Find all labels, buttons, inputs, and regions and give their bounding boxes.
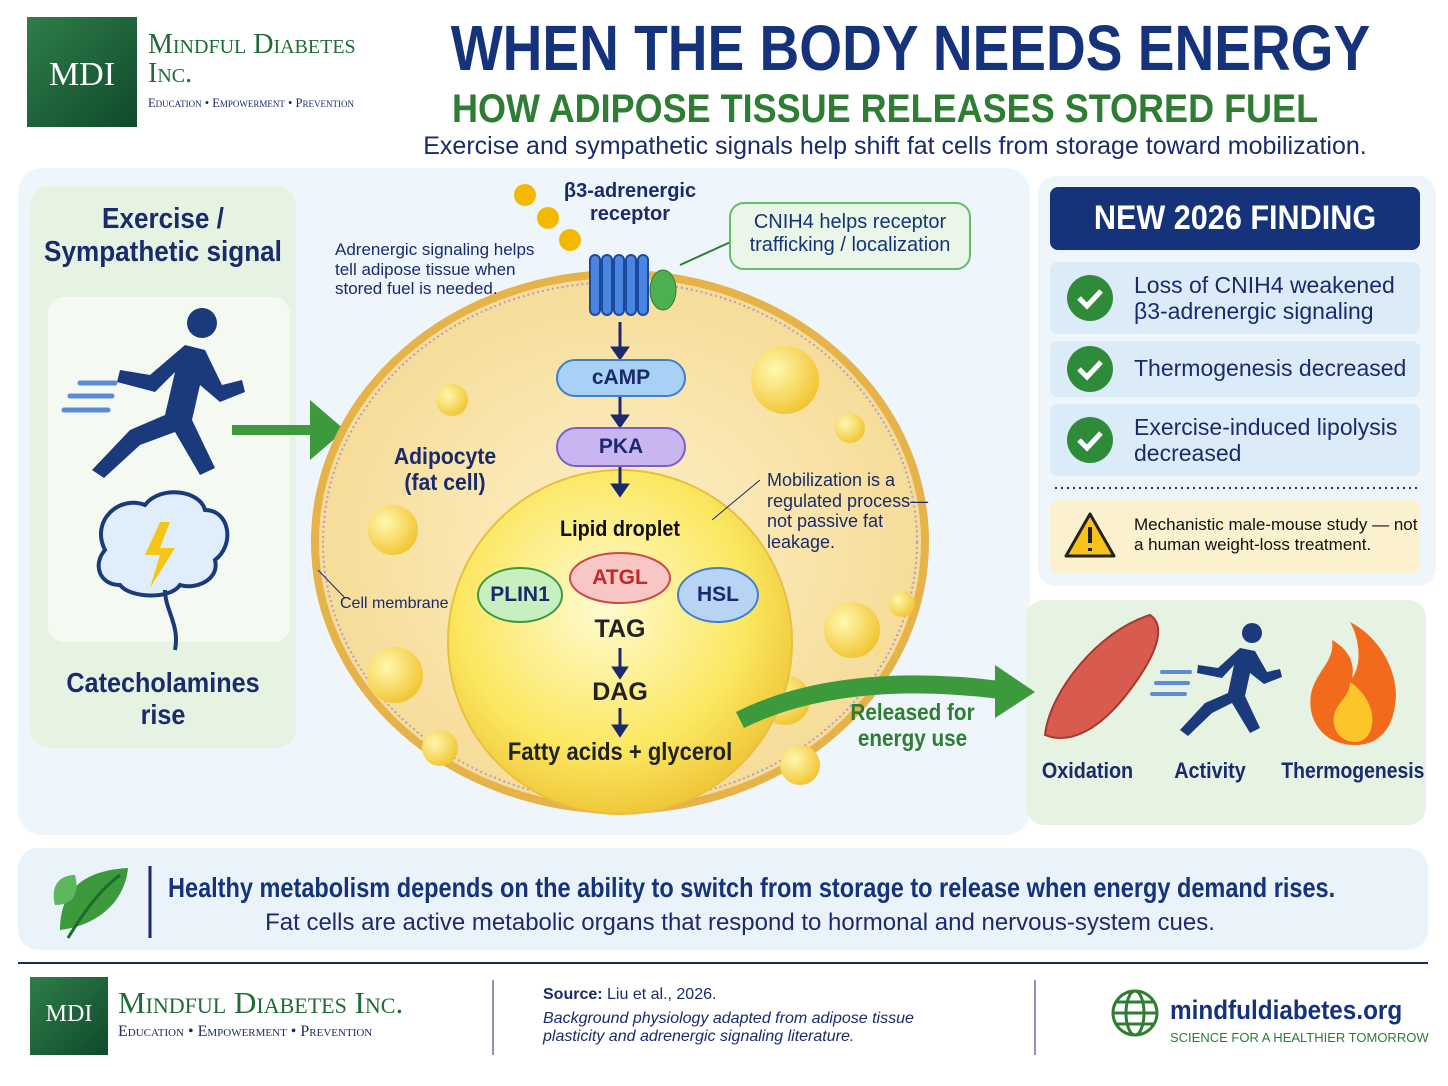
banner-headline: Healthy metabolism depends on the abilit… <box>168 872 1336 903</box>
droplet-label: Lipid droplet <box>560 516 680 541</box>
intro: Exercise and sympathetic signals help sh… <box>423 132 1367 160</box>
lipolysis-step: Fatty acids + glycerol <box>507 738 733 766</box>
motion-lines <box>61 380 118 413</box>
cascade-arrows <box>610 322 630 738</box>
tagline: Education • Empowerment • Prevention <box>148 96 354 110</box>
lipolysis-step: DAG <box>592 678 648 706</box>
membrane-label: Cell membrane <box>340 595 449 612</box>
item-box <box>1050 404 1420 476</box>
finding-item: Thermogenesis decreased <box>1134 355 1407 381</box>
runner-icon-small <box>1180 623 1282 736</box>
brand: Mindful Diabetes Inc. <box>148 29 356 90</box>
caution-box <box>1050 500 1420 573</box>
brand: Mindful Diabetes Inc. <box>118 985 404 1020</box>
left-title: Exercise / Sympathetic signal <box>44 203 282 269</box>
caution: Mechanistic male-mouse study — not a hum… <box>1134 515 1418 554</box>
protein <box>677 567 759 623</box>
brain-icon <box>96 490 230 651</box>
left-caption: Catecholamines rise <box>66 667 260 731</box>
protein-label: PLIN1 <box>490 583 550 606</box>
leader <box>317 569 346 599</box>
logo-box <box>27 17 137 127</box>
release-label: Released for energy use <box>850 699 975 752</box>
finding-item: Exercise-induced lipolysis decreased <box>1134 414 1398 467</box>
note: Mobilization is a regulated process—not … <box>767 470 929 553</box>
lipolysis-step: TAG <box>594 615 646 643</box>
leader <box>711 479 761 521</box>
arrow <box>232 400 345 460</box>
note-box <box>729 202 971 270</box>
protein-label: HSL <box>697 583 739 606</box>
subtitle: HOW ADIPOSE TISSUE RELEASES STORED FUEL <box>451 87 1319 131</box>
banner-text: Fat cells are active metabolic organs th… <box>265 909 1215 936</box>
logo-mark: MDI <box>45 1001 93 1027</box>
item-box <box>1050 262 1420 334</box>
cascade-step: PKA <box>598 435 644 458</box>
use-label: Oxidation <box>1041 758 1134 783</box>
source-note: Background physiology adapted from adipo… <box>543 1010 914 1046</box>
use-label: Activity <box>1174 758 1246 783</box>
finding-title: NEW 2026 FINDING <box>1093 199 1377 237</box>
membrane <box>322 281 918 803</box>
fat-globules <box>367 346 915 785</box>
leaf-stem <box>66 873 121 939</box>
title: WHEN THE BODY NEEDS ENERGY <box>450 12 1371 84</box>
website: mindfuldiabetes.org <box>1170 995 1403 1025</box>
arrowhead <box>995 665 1035 718</box>
finding-item: Loss of CNIH4 weakened β3-adrenergic sig… <box>1134 272 1395 325</box>
globe-icon <box>1111 989 1159 1037</box>
tagline: Education • Empowerment • Prevention <box>118 1023 373 1040</box>
protein <box>477 567 563 623</box>
item-box <box>1050 341 1420 397</box>
cascade-step: cAMP <box>591 366 651 389</box>
note: CNIH4 helps receptor trafficking / local… <box>749 211 951 256</box>
receptor-label: β3-adrenergic receptor <box>563 180 697 225</box>
pill <box>556 427 686 467</box>
website-tagline: SCIENCE FOR A HEALTHIER TOMORROW <box>1170 1030 1429 1045</box>
receptor <box>589 254 649 316</box>
source-label: Source: <box>543 986 603 1003</box>
logo-mark: MDI <box>48 56 116 93</box>
ligands <box>514 184 581 251</box>
flame-core <box>1333 682 1373 742</box>
use-label: Thermogenesis <box>1281 758 1425 783</box>
source: Liu et al., 2026. <box>607 986 717 1003</box>
protein <box>569 552 671 604</box>
bolt <box>145 522 175 588</box>
muscle-icon <box>1043 613 1160 739</box>
protein-label: ATGL <box>592 566 648 589</box>
cnih4 <box>649 269 677 311</box>
leader <box>679 239 736 266</box>
logo-box <box>30 977 108 1055</box>
flame-icon <box>1310 622 1396 745</box>
leaf-icon <box>53 875 77 905</box>
finding-header <box>1050 187 1420 250</box>
adipocyte-label: Adipocyte (fat cell) <box>393 443 497 496</box>
motion-lines <box>1150 670 1192 696</box>
checks <box>1067 275 1113 463</box>
pill <box>556 359 686 397</box>
banner <box>18 848 1428 950</box>
runner-icon <box>92 308 245 478</box>
note: Adrenergic signaling helps tell adipose … <box>335 240 535 299</box>
release-arrow <box>735 675 1002 729</box>
